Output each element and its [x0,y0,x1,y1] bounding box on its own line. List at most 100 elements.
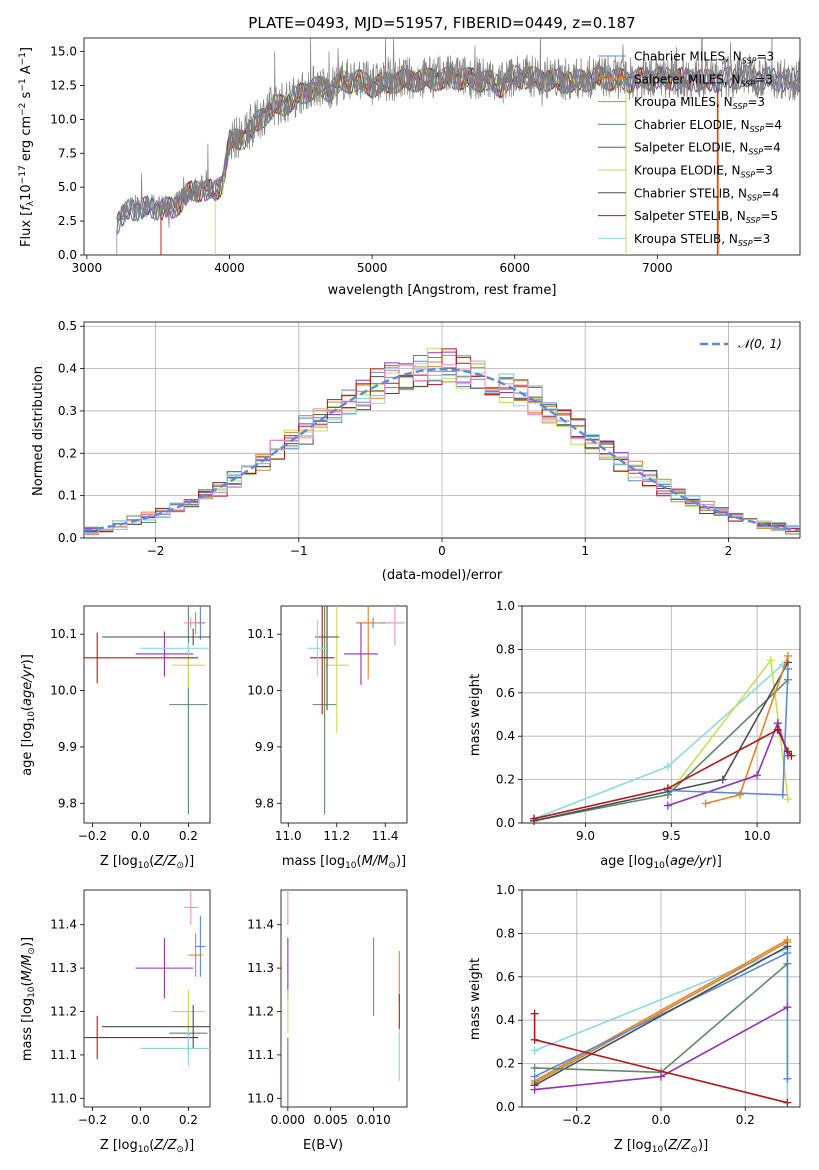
massweight-vs-age-ytick-label-5: 1.0 [496,599,515,613]
massweight-vs-Z-marker-7-2 [783,1098,792,1107]
spectrum-ylabel: Flux [fλ10−17 erg cm−2 s−1 A−1] [18,47,36,247]
mass-vs-ebv-ytick-label-0: 11.0 [247,1091,274,1105]
massweight-vs-Z-marker-4-1 [783,942,792,951]
mass-vs-Z-frame [83,889,211,1108]
massweight-vs-Z-panel: −0.2 0.0 0.2 0.0 0.2 0.4 0.6 0.8 1.0 Z [log10(Z/… [468,883,801,1155]
mwAge-xlabel: age [log10(age/yr)] [600,854,722,871]
age-vs-mass-ytick-label-0: 9.8 [255,796,274,810]
massweight-vs-age-marker-7-0 [530,814,539,823]
spectrum-ytick-label-2: 5.0 [58,180,77,194]
spectrum-ytick-label-3: 7.5 [58,146,77,160]
massweight-vs-age-xtick-label-1: 9.5 [662,829,681,843]
massweight-vs-age-series-6 [667,668,789,796]
mass-vs-Z-ytick-label-3: 11.3 [50,961,77,975]
mass-vs-Z-ytick-label-2: 11.2 [50,1005,77,1019]
massweight-vs-Z-marker-5-0 [530,1063,539,1072]
mass-vs-ebv-ytick-label-1: 11.1 [247,1048,274,1062]
legend-sub-0: SSP [742,57,757,66]
legend-label-1: Salpeter MILES, NSSP=3 [634,72,773,88]
legend-sub-3: SSP [750,125,765,134]
massweight-vs-age-marker-4-2 [783,651,792,660]
mass-vs-ebv-xtick-label-1: 0.005 [314,1113,348,1127]
mass-vs-Z-panel: −0.2 0.0 0.2 11.0 11.1 11.2 11.3 11.4 Z [log10(… [20,889,211,1155]
massweight-vs-age-marker-1-2 [783,795,792,804]
massEBV-xlabel: E(B-V) [303,1138,343,1153]
age-vs-mass-xtick-label-2: 11.4 [372,829,399,843]
massweight-vs-age-marker-7-3 [783,747,792,756]
massweight-vs-age-series-3 [533,662,789,822]
mass-vs-ebv-frame [280,889,408,1108]
massweight-vs-age-marker-5-0 [663,801,672,810]
legend-label-2: Kroupa MILES, NSSP=3 [634,95,765,111]
massweight-vs-age-series-0 [533,664,784,820]
massweight-vs-Z-marker-6-2 [783,1003,792,1012]
mass-vs-ebv-ytick-label-4: 11.4 [247,918,274,932]
residuals-ytick-label-1: 0.1 [58,489,77,503]
massweight-vs-Z-marker-6-0 [530,1085,539,1094]
massweight-vs-age-marker-7-1 [663,784,672,793]
massweight-vs-Z-marker-5-2 [783,959,792,968]
age-vs-Z-ytick-label-2: 10.0 [50,684,77,698]
spectrum-xtick-label-4: 7000 [642,261,673,275]
massweight-vs-age-series-7 [533,728,793,820]
massweight-vs-Z-ytick-label-1: 0.2 [496,1057,515,1071]
massweight-vs-age-marker-4-1 [735,790,744,799]
spectrum-frame [83,37,801,256]
age-vs-Z-xtick-label-0: −0.2 [78,829,107,843]
age-vs-mass-ytick-label-1: 9.9 [255,740,274,754]
age-vs-mass-ytick-label-2: 10.0 [247,684,274,698]
mass-vs-Z-xtick-label-0: −0.2 [78,1113,107,1127]
mass-vs-Z-ytick-label-1: 11.1 [50,1048,77,1062]
legend-eq-2: =3 [747,95,765,109]
residuals-ytick-label-0: 0.0 [58,531,77,545]
massweight-vs-age-ytick-label-2: 0.4 [496,729,515,743]
age-vs-Z-xtick-label-2: 0.2 [179,829,198,843]
massweight-vs-Z-xtick-label-2: 0.2 [736,1113,755,1127]
legend-sub-7: SSP [746,216,761,225]
legend-sub-6: SSP [747,193,762,202]
massweight-vs-age-marker-4-0 [701,799,710,808]
age-vs-mass-frame [280,605,408,824]
legend-eq-6: =4 [762,186,780,200]
spectrum-xtick-label-2: 5000 [357,261,388,275]
massweight-vs-age-marker-1-1 [766,656,775,665]
massweight-vs-age-marker-5-1 [753,771,762,780]
residual-histogram-c8 [84,363,800,534]
massweight-vs-Z-marker-3-2 [783,1074,792,1083]
legend-sub-2: SSP [733,102,748,111]
massweight-vs-age-ytick-label-3: 0.6 [496,686,515,700]
legend-sub-5: SSP [741,171,756,180]
massweight-vs-Z-series-4 [534,945,788,1087]
massweight-vs-Z-marker-3-0 [530,1072,539,1081]
residuals-ytick-label-4: 0.4 [58,362,77,376]
residuals-xtick-label-3: 1 [581,544,589,558]
residuals-panel: −2 −1 0 1 2 0.0 0.1 0.2 0.3 0.4 0.5 𝒩(0, 1) (data-m… [31,319,801,583]
massZ-xlabel: Z [log10(Z/Z⊙)] [100,1138,194,1155]
massweight-vs-Z-ytick-label-2: 0.4 [496,1013,515,1027]
normal-curve [83,367,801,532]
legend-eq-7: =5 [760,209,778,223]
massweight-vs-age-ytick-label-4: 0.8 [496,642,515,656]
residuals-xtick-label-1: −1 [290,544,308,558]
legend-eq-3: =4 [764,118,782,132]
legend-label-5: Kroupa ELODIE, NSSP=3 [634,164,773,180]
legend-eq-4: =4 [763,141,781,155]
massweight-vs-Z-xtick-label-1: 0.0 [651,1113,670,1127]
legend-label-7: Salpeter STELIB, NSSP=5 [634,209,778,225]
ageZ-ylabel: age [log10(age/yr)] [20,654,37,776]
normal-legend-label: 𝒩(0, 1) [738,337,782,351]
massweight-vs-Z-series-1 [534,939,788,1082]
legend-label-0: Chabrier MILES, NSSP=3 [634,50,774,66]
massweight-vs-age-frame [521,605,801,824]
spectrum-ytick-label-0: 0.0 [58,248,77,262]
spectrum-xtick-label-0: 3000 [72,261,103,275]
age-vs-Z-ytick-label-1: 9.9 [58,740,77,754]
mass-vs-ebv-ytick-label-2: 11.2 [247,1005,274,1019]
residuals-ylabel: Normed distribution [31,366,46,496]
mwZ-ylabel: mass weight [468,958,483,1040]
legend-label-3: Chabrier ELODIE, NSSP=4 [634,118,782,134]
mass-vs-Z-xtick-label-1: 0.0 [131,1113,150,1127]
legend-sub-8: SSP [738,239,753,248]
massweight-vs-Z-ytick-label-4: 0.8 [496,926,515,940]
spectrum-panel: 3000 4000 5000 6000 7000 0.0 2.5 5.0 7.5 10.0 12.5… [18,37,801,298]
